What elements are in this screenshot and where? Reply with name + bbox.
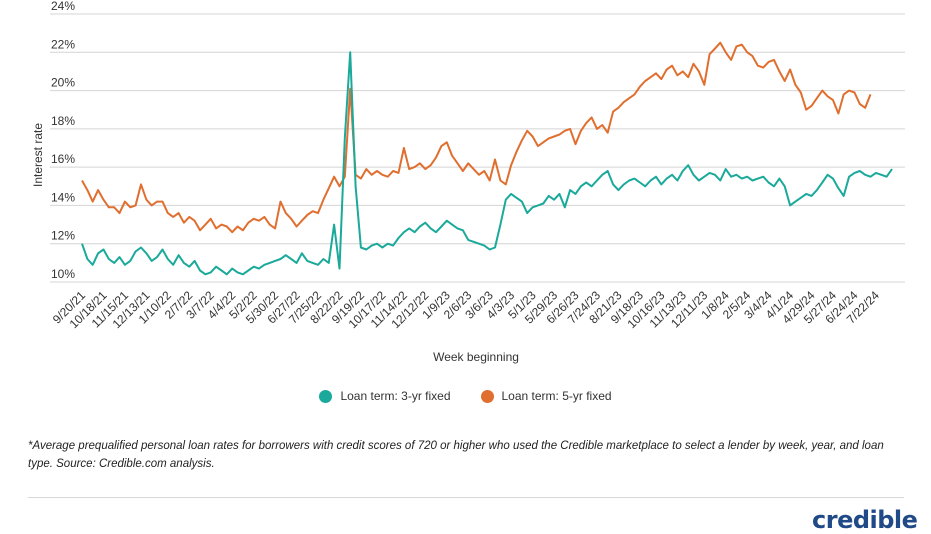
- legend-label-3yr: Loan term: 3-yr fixed: [340, 389, 451, 403]
- credible-logo: credible: [812, 506, 918, 534]
- y-tick-label: 20%: [51, 76, 75, 90]
- divider: [28, 497, 904, 498]
- y-axis-title: Interest rate: [31, 123, 45, 187]
- legend-item-3yr[interactable]: Loan term: 3-yr fixed: [319, 389, 451, 403]
- gridlines: [50, 13, 905, 283]
- y-tick-label: 12%: [51, 229, 75, 243]
- y-tick-label: 24%: [51, 0, 75, 13]
- footnote: *Average prequalified personal loan rate…: [28, 440, 884, 470]
- y-axis-ticks: 10% 12% 14% 16% 18% 20% 22% 24%: [51, 0, 75, 281]
- y-tick-label: 22%: [51, 37, 75, 51]
- line-chart: 10% 12% 14% 16% 18% 20% 22% 24% 9/20/2110/18/21…: [31, 0, 905, 364]
- y-tick-label: 14%: [51, 190, 75, 204]
- series-line-5yr: [81, 41, 872, 234]
- legend-marker-3yr: [319, 389, 333, 403]
- series-line-3yr: [81, 51, 893, 276]
- y-tick-label: 16%: [51, 152, 75, 166]
- legend-label-5yr: Loan term: 5-yr fixed: [501, 389, 612, 403]
- legend-item-5yr[interactable]: Loan term: 5-yr fixed: [480, 389, 612, 403]
- x-axis-ticks: 9/20/2110/18/2111/15/2112/13/211/10/222/…: [50, 288, 882, 331]
- series-lines: [81, 41, 893, 276]
- legend: Loan term: 3-yr fixed Loan term: 5-yr fi…: [0, 389, 931, 403]
- x-axis-title: Week beginning: [433, 350, 519, 364]
- y-tick-label: 10%: [51, 267, 75, 281]
- y-tick-label: 18%: [51, 114, 75, 128]
- legend-marker-5yr: [480, 389, 494, 403]
